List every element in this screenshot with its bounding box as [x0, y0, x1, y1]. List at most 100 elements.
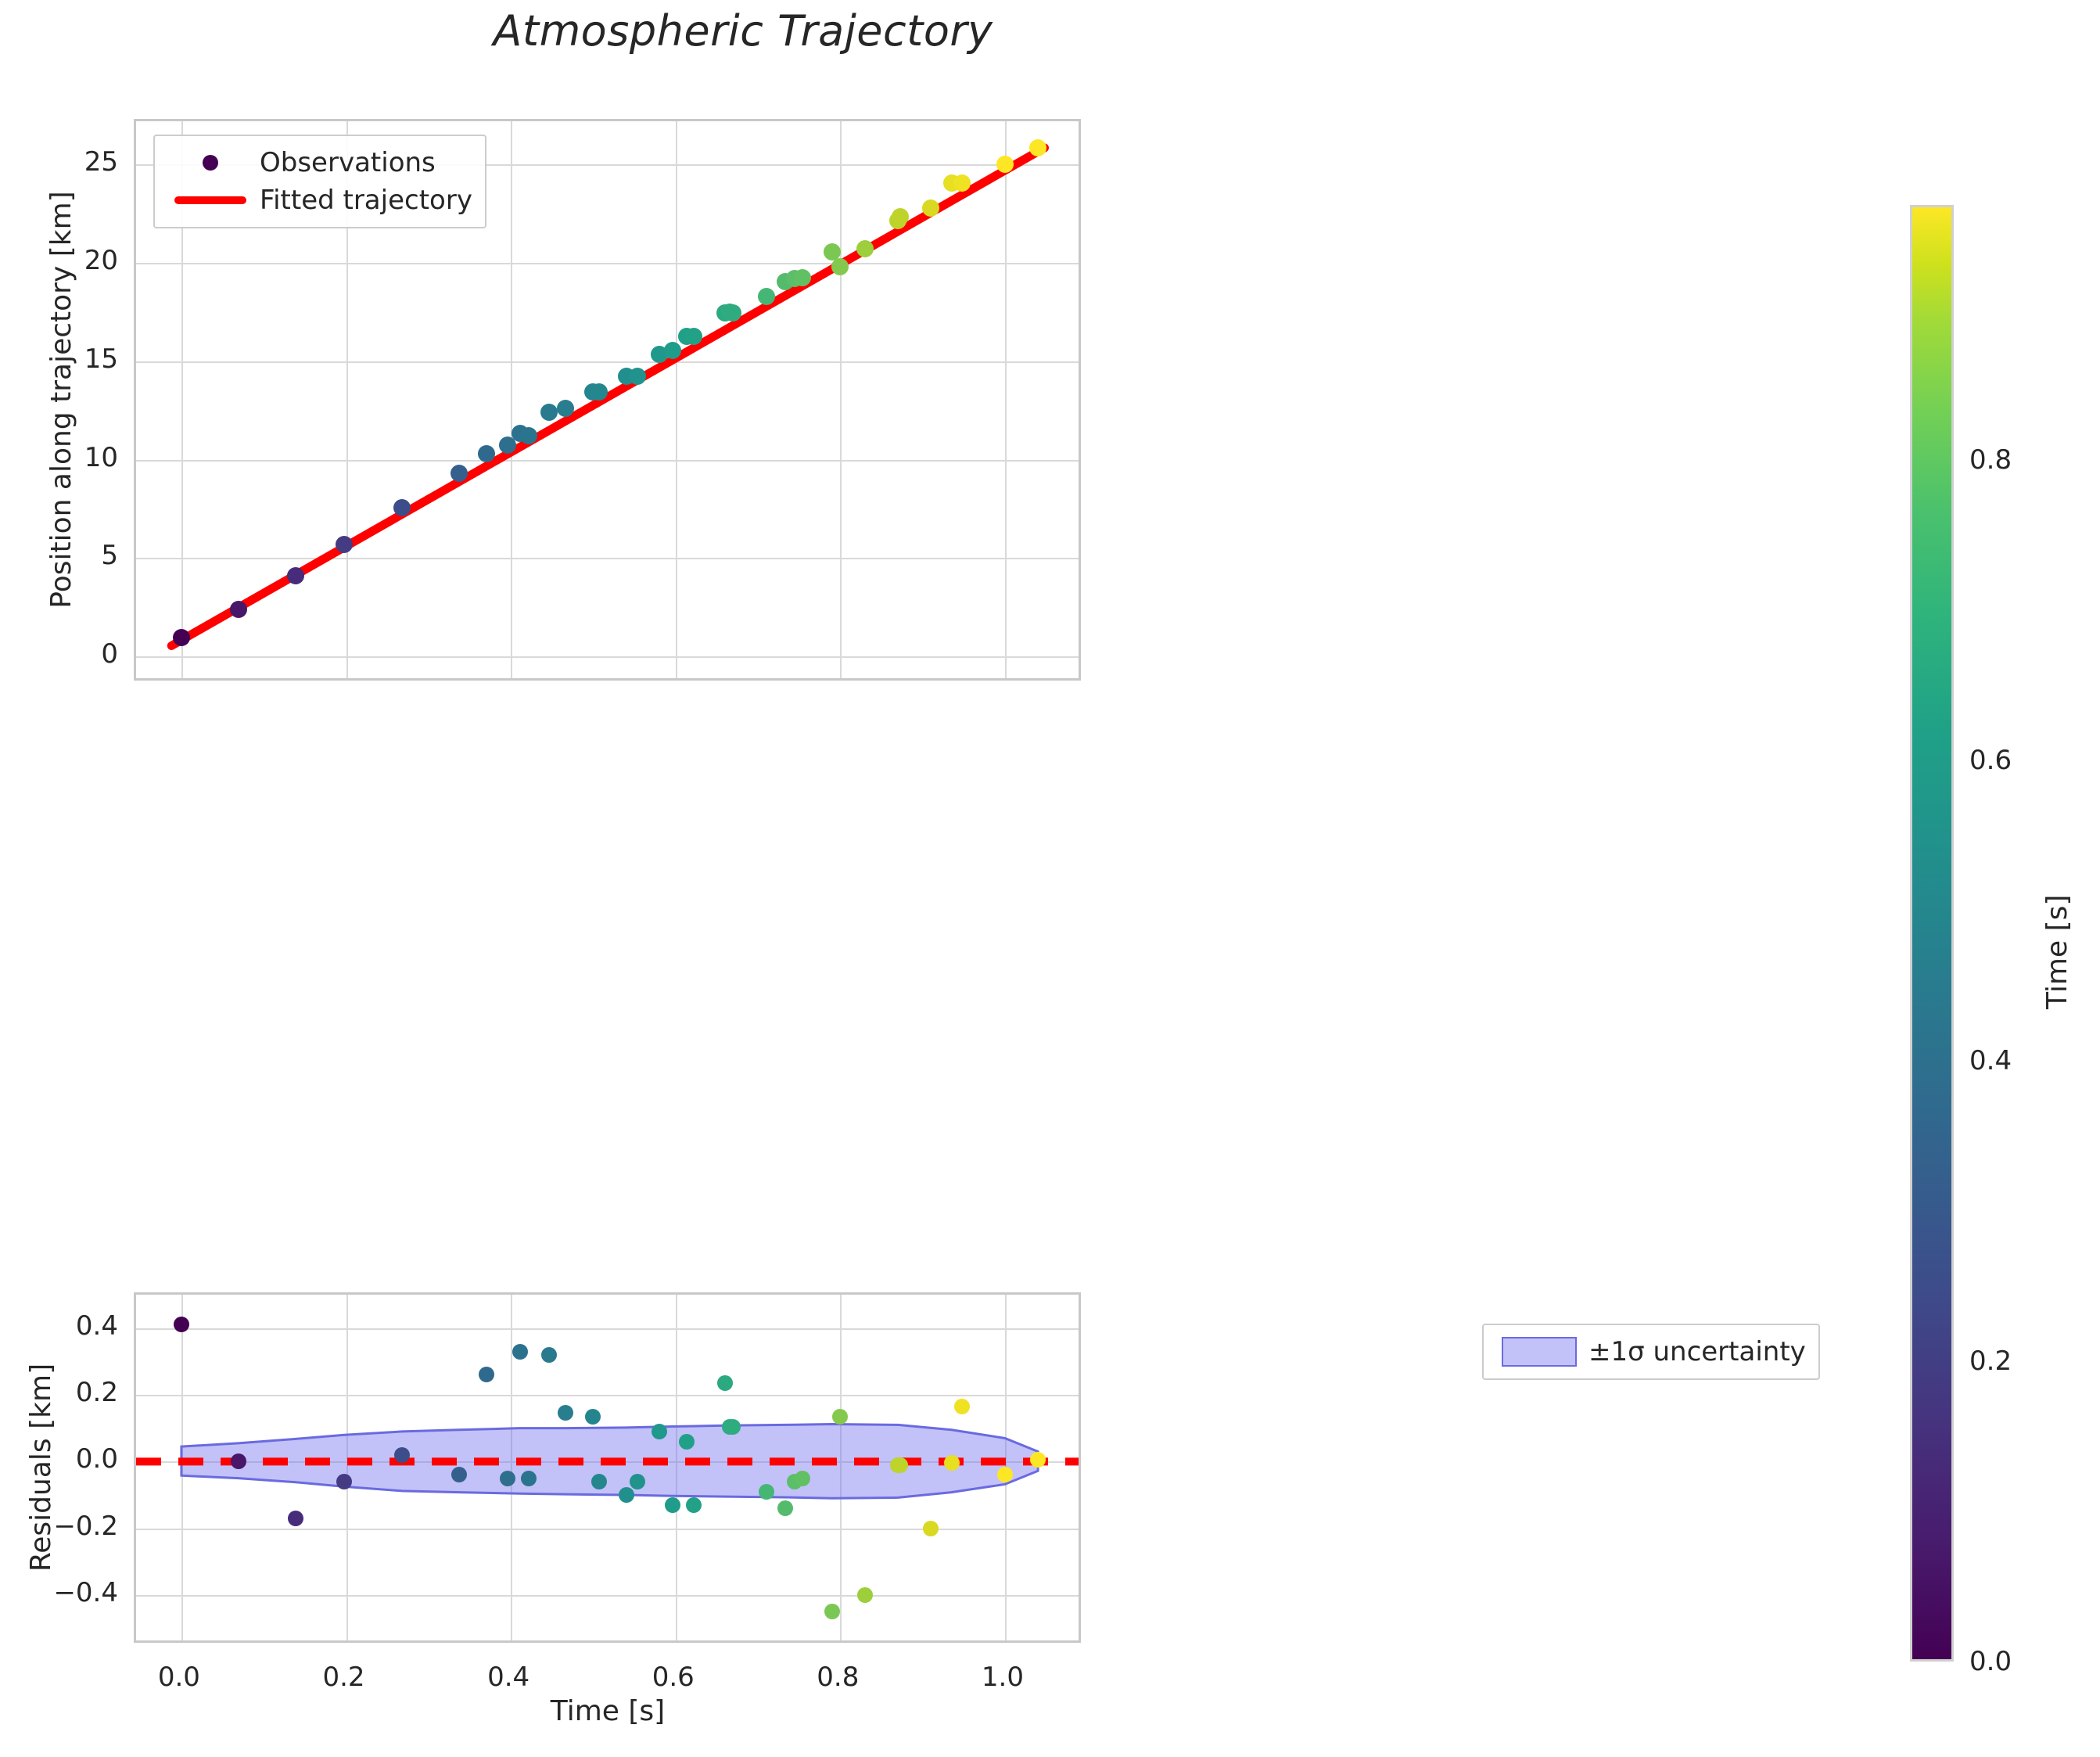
gridline — [840, 1295, 842, 1640]
residual-point — [499, 1470, 515, 1486]
colorbar-tick-label: 0.8 — [1969, 444, 2012, 476]
colorbar-tick-label: 0.4 — [1969, 1045, 2012, 1077]
colorbar-tick-label: 0.6 — [1969, 745, 2012, 777]
data-point — [757, 287, 775, 305]
data-point — [953, 174, 971, 192]
residual-ytick-label: −0.4 — [53, 1577, 118, 1608]
fit-line-icon — [167, 196, 253, 204]
data-point — [540, 404, 558, 422]
residual-point — [336, 1473, 353, 1489]
residual-point — [521, 1470, 537, 1486]
data-point — [172, 629, 190, 647]
legend-item-observations: Observations — [167, 144, 472, 181]
data-point — [590, 383, 608, 401]
gridline — [136, 361, 1079, 363]
residual-point — [758, 1483, 774, 1500]
main-ytick-label: 5 — [101, 540, 118, 572]
gridline — [346, 121, 348, 678]
gridline — [136, 1395, 1079, 1396]
observations-marker-icon — [167, 155, 253, 171]
main-ytick-label: 20 — [84, 245, 118, 277]
residual-point — [943, 1455, 960, 1471]
residual-xtick-label: 0.8 — [817, 1662, 860, 1693]
residual-point — [585, 1408, 601, 1425]
legend-label-fitted-trajectory: Fitted trajectory — [260, 185, 472, 216]
residual-point — [832, 1408, 849, 1425]
data-point — [1029, 138, 1047, 156]
residual-y-axis-label: Residuals [km] — [25, 1363, 57, 1572]
residual-plot-axes — [134, 1292, 1081, 1643]
gridline — [511, 121, 513, 678]
legend-item-fitted-trajectory: Fitted trajectory — [167, 181, 472, 219]
colorbar-gradient — [1910, 205, 1954, 1662]
residual-point — [892, 1457, 909, 1473]
main-y-axis-label: Position along trajectory [km] — [45, 191, 77, 609]
residual-x-axis-label: Time [s] — [550, 1695, 666, 1727]
residual-point — [1030, 1452, 1046, 1468]
residual-point — [679, 1433, 695, 1450]
data-point — [856, 240, 874, 258]
main-ytick-label: 10 — [84, 441, 118, 473]
residual-point — [173, 1317, 189, 1333]
colorbar-tick-label: 0.2 — [1969, 1346, 2012, 1378]
residual-point — [394, 1446, 411, 1463]
uncertainty-band — [136, 1423, 1079, 1500]
residual-point — [288, 1510, 304, 1526]
residual-point — [923, 1520, 939, 1536]
residual-ytick-label: 0.0 — [75, 1443, 118, 1475]
data-point — [793, 268, 811, 286]
residual-point — [685, 1497, 702, 1513]
colorbar: 0.0 0.2 0.4 0.6 0.8 — [1910, 205, 2012, 1677]
residual-point — [777, 1500, 793, 1517]
data-point — [629, 367, 647, 385]
gridline — [675, 121, 677, 678]
data-point — [229, 600, 247, 618]
main-ytick-label: 0 — [101, 638, 118, 670]
residual-legend: ±1σ uncertainty — [1482, 1324, 1820, 1380]
residual-point — [856, 1587, 873, 1603]
residual-point — [716, 1375, 733, 1392]
legend-item-uncertainty: ±1σ uncertainty — [1496, 1333, 1806, 1371]
data-point — [556, 400, 574, 418]
gridline — [511, 1295, 513, 1640]
colorbar-tick-label: 0.0 — [1969, 1646, 2012, 1677]
colorbar-title: Time [s] — [2041, 894, 2073, 1009]
data-point — [520, 427, 538, 445]
data-point — [450, 465, 468, 483]
main-ytick-label: 25 — [84, 146, 118, 178]
data-point — [996, 156, 1014, 174]
residual-point — [478, 1367, 494, 1383]
residual-point — [618, 1487, 634, 1503]
legend-label-uncertainty: ±1σ uncertainty — [1588, 1336, 1806, 1367]
residual-point — [996, 1467, 1013, 1483]
main-legend: Observations Fitted trajectory — [153, 135, 486, 228]
gridline — [136, 164, 1079, 167]
residual-point — [512, 1343, 528, 1360]
gridline — [136, 1328, 1079, 1330]
residual-point — [451, 1467, 467, 1483]
residual-point — [725, 1418, 741, 1435]
residual-xtick-label: 0.4 — [487, 1662, 530, 1693]
data-point — [498, 436, 516, 454]
main-plot-area — [136, 121, 1079, 678]
residual-xtick-label: 1.0 — [981, 1662, 1024, 1693]
data-point — [831, 258, 849, 276]
residual-point — [664, 1497, 680, 1513]
residual-point — [630, 1473, 646, 1489]
residual-xtick-label: 0.6 — [652, 1662, 695, 1693]
gridline — [136, 1528, 1079, 1530]
gridline — [136, 459, 1079, 462]
data-point — [823, 243, 841, 261]
residual-point — [591, 1473, 607, 1489]
residual-point — [824, 1604, 840, 1620]
data-point — [684, 328, 702, 346]
data-point — [663, 341, 681, 359]
gridline — [1004, 121, 1007, 678]
residual-point — [540, 1346, 557, 1363]
main-ytick-label: 15 — [84, 343, 118, 375]
residual-point — [230, 1453, 246, 1470]
uncertainty-band-icon — [1496, 1337, 1582, 1367]
data-point — [477, 445, 495, 463]
gridline — [181, 121, 183, 678]
